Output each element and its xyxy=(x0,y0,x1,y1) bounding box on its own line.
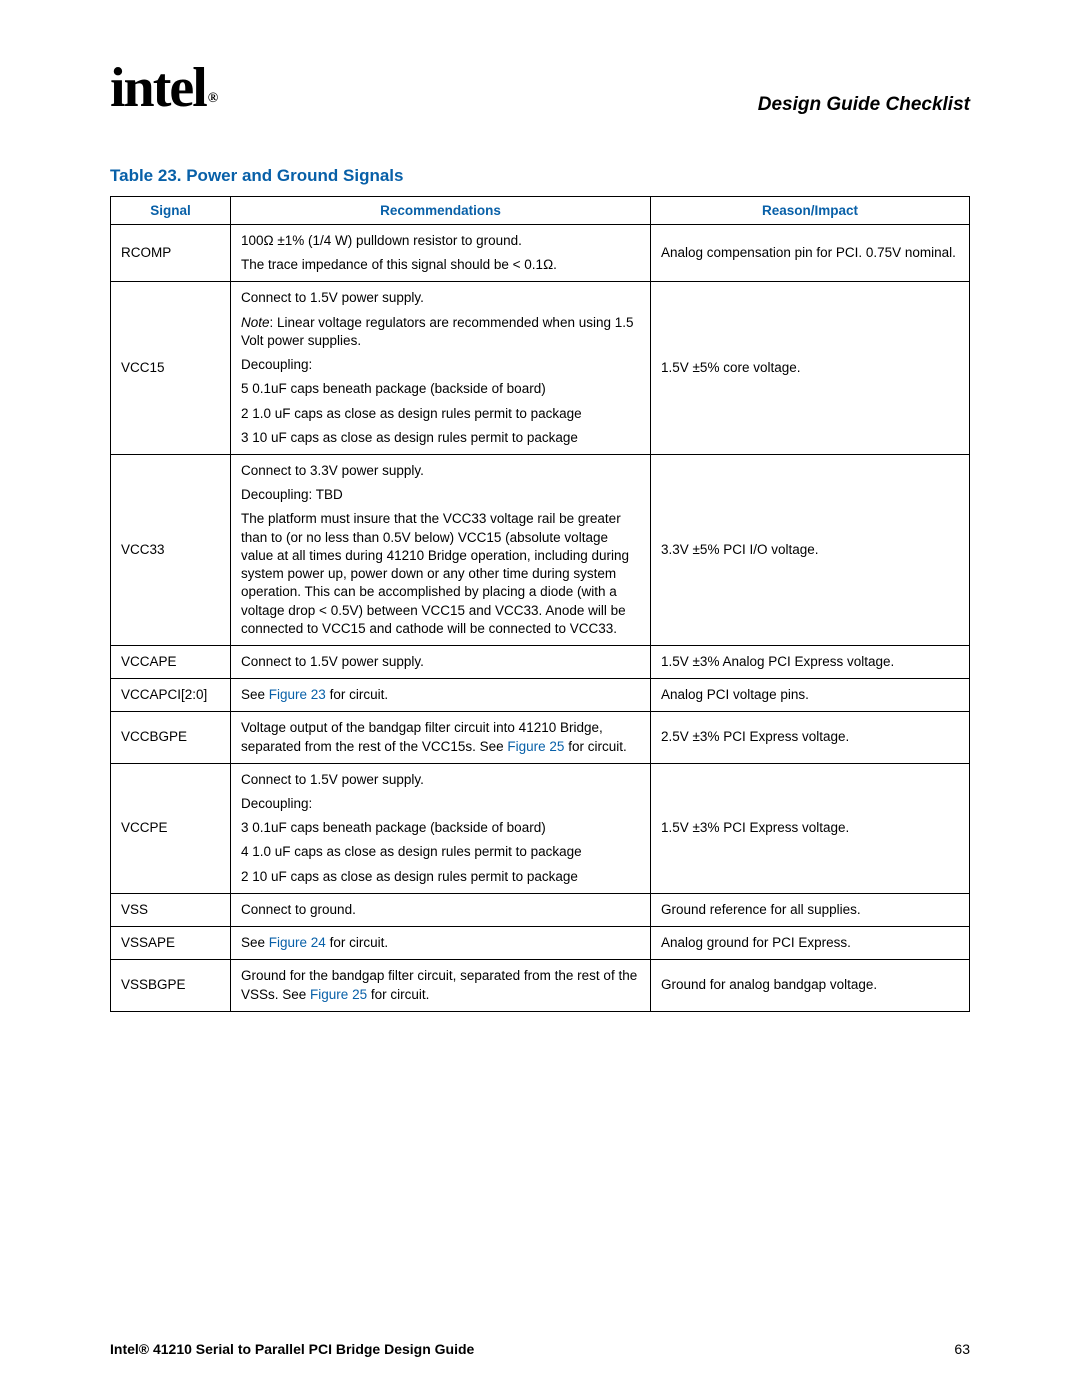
col-header-signal: Signal xyxy=(111,197,231,225)
logo-text: intel xyxy=(110,57,206,119)
cell-recommendations: See Figure 23 for circuit. xyxy=(231,679,651,712)
table-row: VCCBGPE Voltage output of the bandgap fi… xyxy=(111,712,970,763)
table-row: VSSBGPE Ground for the bandgap filter ci… xyxy=(111,960,970,1011)
cell-signal: VCC33 xyxy=(111,454,231,645)
cell-signal: VCC15 xyxy=(111,282,231,455)
rec-text: 100Ω ±1% (1/4 W) pulldown resistor to gr… xyxy=(241,232,640,250)
table-row: VCC33 Connect to 3.3V power supply. Deco… xyxy=(111,454,970,645)
table-header-row: Signal Recommendations Reason/Impact xyxy=(111,197,970,225)
rec-text: 2 1.0 uF caps as close as design rules p… xyxy=(241,405,640,423)
footer-page-number: 63 xyxy=(954,1341,970,1357)
cell-reason: Analog ground for PCI Express. xyxy=(651,927,970,960)
cell-recommendations: Connect to 3.3V power supply. Decoupling… xyxy=(231,454,651,645)
cell-recommendations: Voltage output of the bandgap filter cir… xyxy=(231,712,651,763)
cell-signal: RCOMP xyxy=(111,225,231,282)
page-footer: Intel® 41210 Serial to Parallel PCI Brid… xyxy=(110,1341,970,1357)
rec-text: 3 10 uF caps as close as design rules pe… xyxy=(241,429,640,447)
table-row: VSSAPE See Figure 24 for circuit. Analog… xyxy=(111,927,970,960)
table-row: RCOMP 100Ω ±1% (1/4 W) pulldown resistor… xyxy=(111,225,970,282)
rec-text: 5 0.1uF caps beneath package (backside o… xyxy=(241,380,640,398)
figure-link[interactable]: Figure 25 xyxy=(507,739,564,754)
page-container: intel® Design Guide Checklist Table 23. … xyxy=(0,0,1080,1052)
cell-reason: Analog PCI voltage pins. xyxy=(651,679,970,712)
cell-signal: VCCAPCI[2:0] xyxy=(111,679,231,712)
rec-pre: Ground for the bandgap filter circuit, s… xyxy=(241,968,637,1001)
footer-doc-title: Intel® 41210 Serial to Parallel PCI Brid… xyxy=(110,1341,474,1357)
rec-text: The platform must insure that the VCC33 … xyxy=(241,510,640,638)
table-caption: Table 23. Power and Ground Signals xyxy=(110,166,970,186)
rec-text: Decoupling: TBD xyxy=(241,486,640,504)
rec-post: for circuit. xyxy=(564,739,626,754)
cell-recommendations: Connect to ground. xyxy=(231,893,651,926)
figure-link[interactable]: Figure 24 xyxy=(269,935,326,950)
figure-link[interactable]: Figure 25 xyxy=(310,987,367,1002)
cell-signal: VCCAPE xyxy=(111,645,231,678)
col-header-recommendations: Recommendations xyxy=(231,197,651,225)
rec-pre: See xyxy=(241,935,269,950)
col-header-reason: Reason/Impact xyxy=(651,197,970,225)
registered-mark: ® xyxy=(208,91,216,106)
cell-signal: VSSAPE xyxy=(111,927,231,960)
cell-recommendations: 100Ω ±1% (1/4 W) pulldown resistor to gr… xyxy=(231,225,651,282)
rec-post: for circuit. xyxy=(326,687,388,702)
cell-reason: Analog compensation pin for PCI. 0.75V n… xyxy=(651,225,970,282)
rec-text: 2 10 uF caps as close as design rules pe… xyxy=(241,868,640,886)
rec-post: for circuit. xyxy=(367,987,429,1002)
table-row: VCCAPE Connect to 1.5V power supply. 1.5… xyxy=(111,645,970,678)
cell-reason: Ground for analog bandgap voltage. xyxy=(651,960,970,1011)
rec-text: Connect to 1.5V power supply. xyxy=(241,289,640,307)
rec-text: Connect to 1.5V power supply. xyxy=(241,771,640,789)
rec-text: 3 0.1uF caps beneath package (backside o… xyxy=(241,819,640,837)
cell-signal: VCCBGPE xyxy=(111,712,231,763)
cell-reason: 1.5V ±3% Analog PCI Express voltage. xyxy=(651,645,970,678)
rec-text: Note: Linear voltage regulators are reco… xyxy=(241,314,640,350)
rec-pre: See xyxy=(241,687,269,702)
cell-reason: 1.5V ±5% core voltage. xyxy=(651,282,970,455)
cell-recommendations: Ground for the bandgap filter circuit, s… xyxy=(231,960,651,1011)
note-label: Note xyxy=(241,315,270,330)
cell-recommendations: See Figure 24 for circuit. xyxy=(231,927,651,960)
figure-link[interactable]: Figure 23 xyxy=(269,687,326,702)
table-row: VSS Connect to ground. Ground reference … xyxy=(111,893,970,926)
rec-text: Connect to 3.3V power supply. xyxy=(241,462,640,480)
signals-table: Signal Recommendations Reason/Impact RCO… xyxy=(110,196,970,1012)
table-row: VCCAPCI[2:0] See Figure 23 for circuit. … xyxy=(111,679,970,712)
page-header: intel® Design Guide Checklist xyxy=(110,60,970,116)
cell-reason: Ground reference for all supplies. xyxy=(651,893,970,926)
cell-reason: 3.3V ±5% PCI I/O voltage. xyxy=(651,454,970,645)
table-row: VCC15 Connect to 1.5V power supply. Note… xyxy=(111,282,970,455)
rec-text: Decoupling: xyxy=(241,356,640,374)
cell-signal: VSSBGPE xyxy=(111,960,231,1011)
cell-recommendations: Connect to 1.5V power supply. Note: Line… xyxy=(231,282,651,455)
table-row: VCCPE Connect to 1.5V power supply. Deco… xyxy=(111,763,970,893)
cell-recommendations: Connect to 1.5V power supply. xyxy=(231,645,651,678)
note-body: : Linear voltage regulators are recommen… xyxy=(241,315,634,348)
rec-text: Decoupling: xyxy=(241,795,640,813)
intel-logo: intel® xyxy=(110,60,214,116)
cell-reason: 2.5V ±3% PCI Express voltage. xyxy=(651,712,970,763)
section-title: Design Guide Checklist xyxy=(758,94,970,116)
rec-text: The trace impedance of this signal shoul… xyxy=(241,256,640,274)
cell-reason: 1.5V ±3% PCI Express voltage. xyxy=(651,763,970,893)
rec-post: for circuit. xyxy=(326,935,388,950)
rec-text: 4 1.0 uF caps as close as design rules p… xyxy=(241,843,640,861)
cell-signal: VSS xyxy=(111,893,231,926)
cell-recommendations: Connect to 1.5V power supply. Decoupling… xyxy=(231,763,651,893)
cell-signal: VCCPE xyxy=(111,763,231,893)
